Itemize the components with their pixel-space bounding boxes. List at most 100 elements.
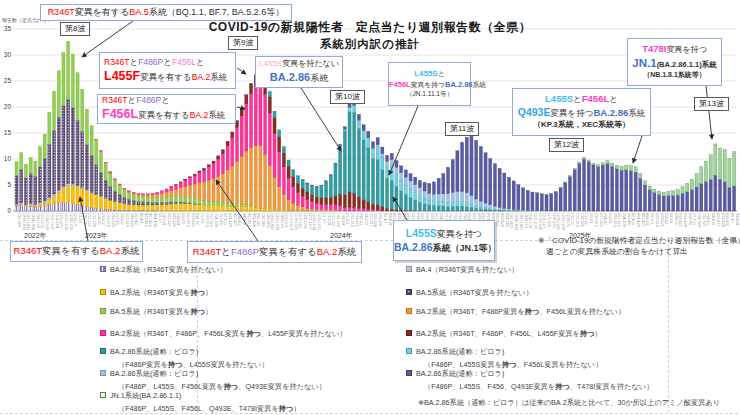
bar-segment-teal — [245, 95, 248, 96]
bar-segment-navy — [578, 164, 581, 211]
svg-text:5/15-5/21: 5/15-5/21 — [167, 213, 171, 227]
bar-segment-cyan — [423, 198, 426, 204]
svg-text:4/3-4/9: 4/3-4/9 — [139, 213, 143, 223]
bar-segment-magenta — [371, 210, 374, 211]
svg-text:12/4-12/10: 12/4-12/10 — [303, 213, 307, 228]
bar-segment-orange — [179, 188, 182, 197]
svg-text:1/29-2/4: 1/29-2/4 — [341, 213, 345, 225]
bar-segment-jn1g — [606, 161, 609, 164]
bar-segment-ba5r — [81, 89, 84, 131]
svg-text:3/11-3/17: 3/11-3/17 — [369, 213, 373, 226]
bar-segment-magenta — [353, 207, 356, 211]
bar-segment-ba5n — [170, 202, 173, 204]
bar-segment-ba2n — [53, 204, 56, 211]
bar-segment-navy — [733, 186, 736, 211]
svg-text:7/24-7/30: 7/24-7/30 — [214, 213, 218, 227]
bar-segment-navy — [493, 164, 496, 206]
bar-segment-ba4 — [67, 184, 70, 186]
bar-segment-darkred — [376, 205, 379, 210]
bar-segment-ba5n — [76, 120, 79, 185]
bar-segment-navy — [582, 159, 585, 211]
bar-segment-orange — [235, 161, 238, 204]
svg-text:6/19-6/25: 6/19-6/25 — [191, 213, 195, 227]
bar-segment-ba4 — [53, 194, 56, 196]
bar-segment-magenta — [142, 194, 145, 195]
bar-segment-teal — [437, 206, 440, 211]
bar-segment-magenta — [212, 164, 215, 179]
bar-segment-ba5n — [20, 169, 23, 202]
bar-segment-navy — [667, 196, 670, 211]
bar-segment-magenta — [282, 167, 285, 194]
bar-segment-jn1g — [714, 144, 717, 175]
bar-segment-orange — [310, 209, 313, 211]
bar-segment-jn1g — [625, 165, 628, 170]
bar-segment-ba2r — [62, 188, 65, 202]
bar-segment-orange — [132, 193, 135, 195]
bar-segment-lblue — [432, 194, 435, 201]
bar-segment-lblue — [376, 145, 379, 147]
bar-segment-ba2r — [170, 204, 173, 211]
bar-segment-lblue — [507, 209, 510, 211]
svg-text:10: 10 — [4, 155, 12, 162]
bar-segment-teal — [484, 209, 487, 211]
bar-segment-ba5n — [184, 202, 187, 203]
bar-segment-orange — [273, 177, 276, 209]
bar-segment-ba5r — [245, 205, 248, 207]
bar-segment-magenta — [325, 204, 328, 209]
legend-label-ba5r: BA.5系統（R346T変異を持つ） — [110, 308, 212, 316]
legend-swatch-ba2n — [100, 266, 106, 272]
svg-text:4/24-4/30: 4/24-4/30 — [153, 213, 157, 227]
bar-segment-ba2r — [193, 204, 196, 211]
bar-segment-ba2n — [104, 209, 107, 211]
bar-segment-orange — [282, 194, 285, 209]
bar-segment-ba5n — [113, 191, 116, 201]
svg-text:8/7-8/13: 8/7-8/13 — [223, 213, 227, 225]
bar-segment-lblue — [414, 185, 417, 193]
bar-segment-ba2n — [90, 208, 93, 211]
bar-segment-jn1g — [611, 163, 614, 166]
bar-segment-ba2n — [38, 206, 41, 211]
svg-text:12/18-12/24: 12/18-12/24 — [312, 213, 316, 230]
legend-swatch-ba5n — [406, 289, 412, 295]
bar-segment-ba2n — [62, 202, 65, 211]
bar-segment-lblue — [451, 192, 454, 201]
bar-segment-ba5r — [160, 197, 163, 202]
svg-text:11/21-11/27: 11/21-11/27 — [50, 213, 54, 230]
wave-label-12: 第12波 — [549, 138, 584, 152]
bar-segment-orange — [165, 192, 168, 197]
bar-segment-teal — [357, 128, 360, 197]
bar-segment-teal — [292, 169, 295, 176]
bar-segment-lblue — [409, 181, 412, 189]
bar-segment-cyan — [437, 201, 440, 206]
bar-segment-magenta — [174, 185, 177, 190]
bar-segment-darkred — [320, 198, 323, 204]
svg-text:5/29-6/4: 5/29-6/4 — [176, 213, 180, 225]
annotation-jn1111: L455SとF456L変異を持つBA.2.86系統（JN.1.11.1等） — [388, 62, 471, 106]
bar-segment-darkred — [273, 118, 276, 134]
bar-segment-ba2n — [29, 206, 32, 211]
bar-segment-jn1g — [658, 191, 661, 195]
annotation-f456l: R346TとF486PとF456L変異を有するBA.2系統 — [97, 94, 236, 124]
bar-segment-navy — [428, 183, 431, 193]
bar-segment-darkred — [278, 137, 281, 152]
bar-segment-ba2r — [128, 204, 131, 210]
bar-segment-teal — [456, 206, 459, 211]
bar-segment-ba5n — [71, 108, 74, 184]
bar-segment-teal — [376, 159, 379, 204]
bar-segment-ba4 — [43, 201, 46, 203]
bar-segment-orange — [240, 156, 243, 204]
bar-segment-magenta — [221, 153, 224, 173]
bar-segment-ba5n — [118, 195, 121, 203]
bar-segment-ba2r — [259, 208, 262, 211]
bar-segment-ba2r — [29, 205, 32, 206]
bar-segment-jn1g — [662, 192, 665, 196]
bar-segment-ba2r — [203, 205, 206, 211]
svg-text:5/26-6/1: 5/26-6/1 — [664, 213, 668, 225]
bar-segment-ba5r — [165, 197, 168, 202]
legend-label-cyan-sub: （F486P、L455S変異を持つ、F456L変異を持たない） — [424, 361, 602, 369]
bar-segment-ba4 — [15, 204, 18, 205]
svg-text:1/22-1/28: 1/22-1/28 — [336, 213, 340, 227]
bar-segment-jn1g — [690, 179, 693, 190]
svg-text:9/11-9/17: 9/11-9/17 — [247, 213, 251, 226]
bar-segment-navy — [700, 184, 703, 211]
